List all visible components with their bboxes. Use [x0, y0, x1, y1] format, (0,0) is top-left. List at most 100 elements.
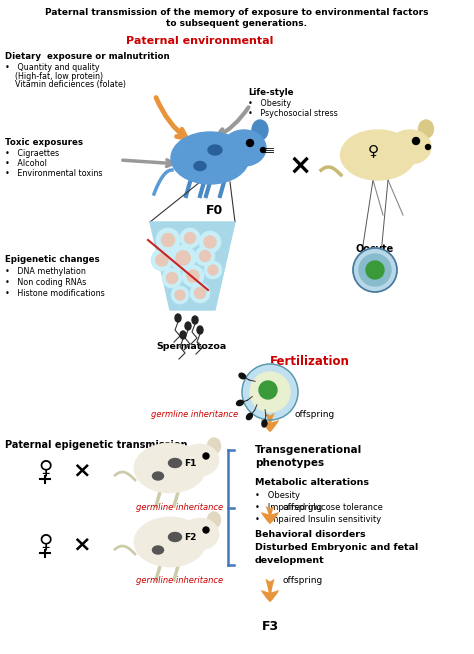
Text: Paternal environmental: Paternal environmental	[126, 36, 273, 46]
Ellipse shape	[134, 443, 206, 493]
Circle shape	[156, 228, 180, 252]
Text: F1: F1	[184, 460, 196, 468]
Ellipse shape	[194, 162, 206, 171]
Ellipse shape	[419, 120, 434, 138]
Ellipse shape	[262, 420, 267, 427]
Text: •   Obesity: • Obesity	[248, 99, 291, 108]
Ellipse shape	[197, 326, 203, 334]
Text: Transgenerational
phenotypes: Transgenerational phenotypes	[255, 445, 362, 468]
Circle shape	[162, 268, 182, 288]
Ellipse shape	[180, 331, 186, 339]
Ellipse shape	[237, 400, 243, 405]
Circle shape	[246, 139, 254, 146]
Text: •   Environmental toxins: • Environmental toxins	[5, 169, 102, 178]
Circle shape	[412, 137, 419, 145]
Text: offspring: offspring	[283, 576, 323, 585]
Ellipse shape	[171, 132, 249, 184]
Text: Fertilization: Fertilization	[270, 355, 350, 368]
Text: ♀: ♀	[38, 532, 52, 551]
Circle shape	[359, 254, 391, 286]
Ellipse shape	[185, 322, 191, 330]
Ellipse shape	[168, 532, 182, 542]
Text: •   Obesity: • Obesity	[255, 491, 300, 500]
Text: •   Impaired Insulin sensitivity: • Impaired Insulin sensitivity	[255, 515, 381, 524]
Circle shape	[166, 273, 177, 283]
Text: Paternal epigenetic transmission: Paternal epigenetic transmission	[5, 440, 188, 450]
Circle shape	[208, 265, 218, 275]
Ellipse shape	[153, 472, 164, 480]
Text: Oocyte: Oocyte	[356, 244, 394, 254]
Circle shape	[204, 261, 222, 279]
Text: F2: F2	[184, 534, 196, 543]
Text: •   Histone modifications: • Histone modifications	[5, 289, 105, 298]
Ellipse shape	[181, 518, 219, 550]
Circle shape	[151, 249, 173, 271]
Ellipse shape	[208, 438, 220, 454]
Circle shape	[184, 233, 195, 243]
Ellipse shape	[175, 314, 181, 322]
Circle shape	[259, 381, 277, 399]
Text: Life-style: Life-style	[248, 88, 293, 97]
Text: Disturbed Embryonic and fetal: Disturbed Embryonic and fetal	[255, 543, 418, 552]
Circle shape	[426, 145, 430, 150]
Circle shape	[353, 248, 397, 292]
Ellipse shape	[340, 130, 416, 180]
Text: ×: ×	[73, 534, 91, 554]
Text: to subsequent generations.: to subsequent generations.	[166, 19, 308, 28]
Circle shape	[250, 372, 290, 412]
Circle shape	[195, 246, 215, 266]
Text: F3: F3	[262, 620, 279, 633]
Text: •   Non coding RNAs: • Non coding RNAs	[5, 278, 86, 287]
Text: •   Quantity and quality: • Quantity and quality	[5, 63, 100, 72]
Text: ♀: ♀	[38, 458, 52, 477]
Circle shape	[242, 364, 298, 420]
Circle shape	[180, 228, 200, 248]
Ellipse shape	[134, 517, 206, 567]
Circle shape	[175, 290, 185, 300]
Text: ×: ×	[73, 460, 91, 480]
Text: development: development	[255, 556, 325, 565]
Circle shape	[203, 453, 209, 459]
Ellipse shape	[153, 546, 164, 554]
Circle shape	[200, 250, 210, 262]
Text: Metabolic alterations: Metabolic alterations	[255, 478, 369, 487]
Polygon shape	[150, 222, 235, 310]
Circle shape	[366, 261, 384, 279]
Ellipse shape	[222, 130, 266, 166]
Text: F0: F0	[206, 204, 224, 217]
Text: ♀: ♀	[367, 143, 379, 158]
Ellipse shape	[252, 120, 268, 140]
Text: Epigenetic changes: Epigenetic changes	[5, 255, 100, 264]
Text: Spermatozoa: Spermatozoa	[157, 342, 227, 351]
Ellipse shape	[208, 145, 222, 155]
Circle shape	[156, 254, 168, 266]
Text: offspring: offspring	[295, 410, 335, 419]
Text: Dietary  exposure or malnutrition: Dietary exposure or malnutrition	[5, 52, 170, 61]
Ellipse shape	[246, 413, 252, 420]
Ellipse shape	[192, 316, 198, 324]
Ellipse shape	[389, 130, 431, 164]
Circle shape	[170, 245, 196, 271]
Text: (High-fat, low protein): (High-fat, low protein)	[5, 72, 103, 81]
Circle shape	[190, 283, 210, 303]
Circle shape	[203, 527, 209, 533]
Ellipse shape	[181, 444, 219, 476]
Ellipse shape	[168, 458, 182, 468]
Circle shape	[176, 251, 190, 265]
Circle shape	[204, 236, 216, 248]
Text: germline inheritance: germline inheritance	[151, 410, 238, 419]
Text: germline inheritance: germline inheritance	[137, 503, 224, 512]
Circle shape	[199, 231, 221, 253]
Text: Paternal transmission of the memory of exposure to environmental factors: Paternal transmission of the memory of e…	[45, 8, 429, 17]
Ellipse shape	[239, 373, 246, 379]
Text: •   Cigraettes: • Cigraettes	[5, 149, 59, 158]
Text: •   Alcohol: • Alcohol	[5, 159, 47, 168]
Circle shape	[171, 286, 189, 304]
Circle shape	[182, 265, 204, 287]
Text: •   DNA methylation: • DNA methylation	[5, 267, 86, 276]
Ellipse shape	[208, 512, 220, 528]
Text: •   Impaired glucose tolerance: • Impaired glucose tolerance	[255, 503, 383, 512]
Text: •   Psychosocial stress: • Psychosocial stress	[248, 109, 338, 118]
Text: ×: ×	[288, 152, 311, 180]
Circle shape	[194, 288, 206, 298]
